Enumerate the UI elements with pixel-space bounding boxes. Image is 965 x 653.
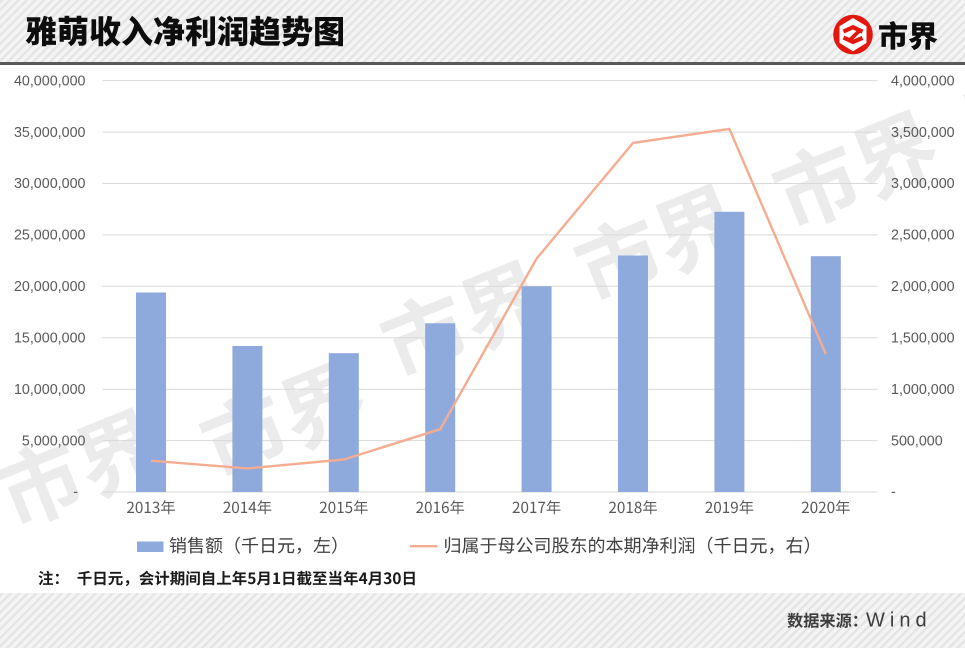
svg-text:500,000: 500,000 [891,433,943,449]
svg-text:-: - [73,485,78,501]
svg-text:1,000,000: 1,000,000 [891,382,955,398]
svg-text:25,000,000: 25,000,000 [14,228,86,244]
svg-text:2,500,000: 2,500,000 [891,228,955,244]
svg-text:Wind: Wind [866,610,932,632]
svg-text:10,000,000: 10,000,000 [14,382,86,398]
svg-text:4,000,000: 4,000,000 [891,73,955,89]
svg-text:20,000,000: 20,000,000 [14,279,86,295]
svg-text:1,500,000: 1,500,000 [891,330,955,346]
svg-text:15,000,000: 15,000,000 [14,330,86,346]
svg-text:5,000,000: 5,000,000 [22,433,86,449]
svg-text:35,000,000: 35,000,000 [14,125,86,141]
svg-text:2,000,000: 2,000,000 [891,279,955,295]
svg-text:-: - [891,485,896,501]
svg-text:3,500,000: 3,500,000 [891,125,955,141]
svg-text:40,000,000: 40,000,000 [14,73,86,89]
svg-text:3,000,000: 3,000,000 [891,176,955,192]
svg-text:30,000,000: 30,000,000 [14,176,86,192]
